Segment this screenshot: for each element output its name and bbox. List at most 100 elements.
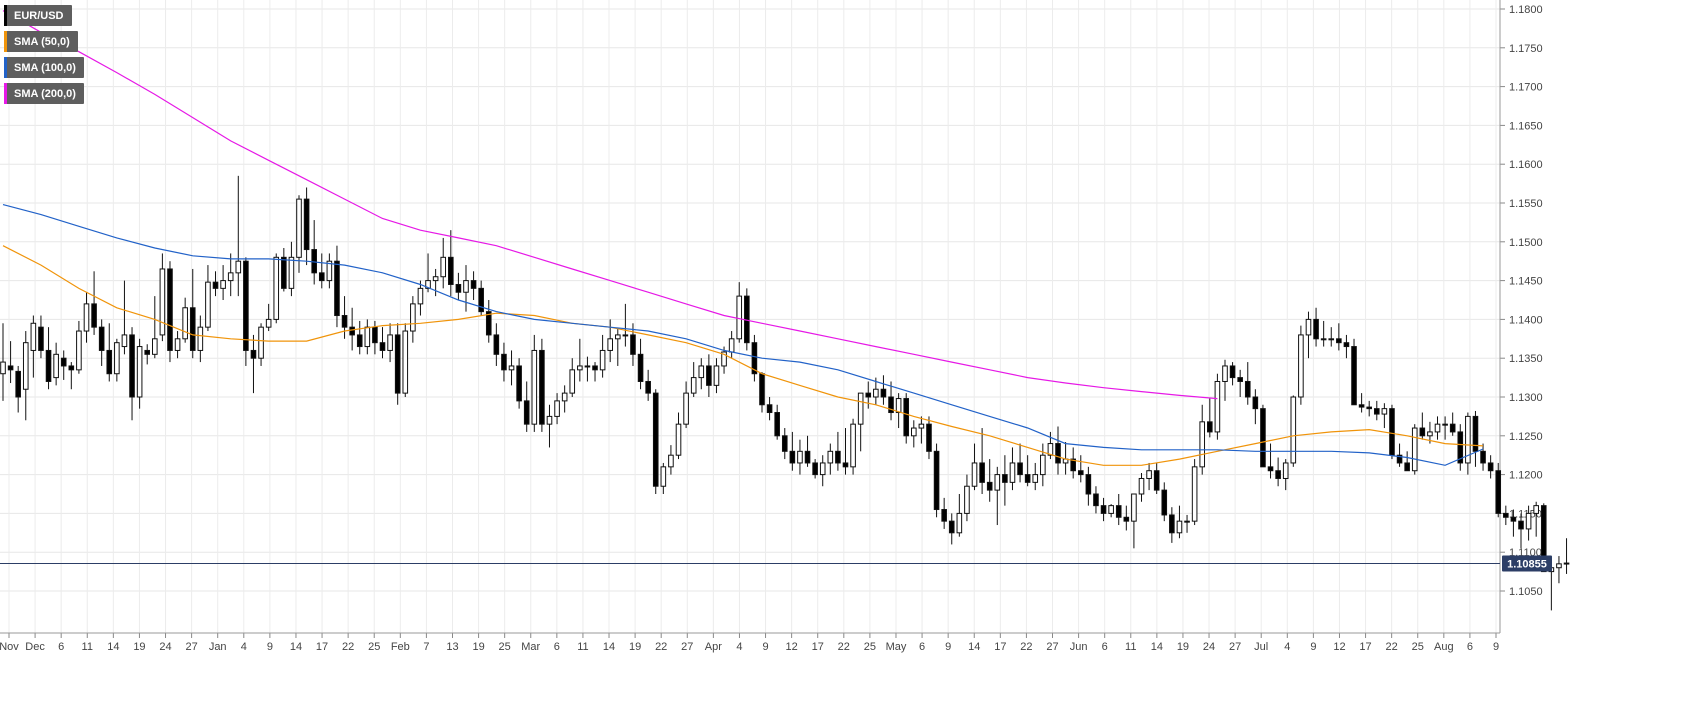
x-tick-label: Apr <box>705 641 722 653</box>
candle-body <box>1123 516 1130 522</box>
candle-body <box>258 326 264 359</box>
candle-body <box>189 307 196 351</box>
candle-body <box>1525 512 1532 530</box>
legend-item-sma-200[interactable]: SMA (200,0) <box>4 83 84 104</box>
candle-body <box>1366 406 1373 410</box>
candle-body <box>607 338 614 351</box>
axes: 1.10501.11001.11501.12001.12501.13001.13… <box>0 0 1543 653</box>
x-tick-label: Jun <box>1070 641 1088 653</box>
candle-body <box>1434 423 1441 433</box>
candle-body <box>1176 520 1183 534</box>
candle-body <box>432 276 439 282</box>
candle-body <box>1503 512 1509 518</box>
x-tick-label: 12 <box>786 641 798 653</box>
candle-body <box>1199 421 1206 468</box>
candle-body <box>652 392 659 487</box>
x-tick-label: Aug <box>1434 641 1454 653</box>
current-price-label: 1.10855 <box>1507 558 1547 570</box>
candle-body <box>379 342 386 351</box>
candle-body <box>1533 505 1539 514</box>
candle-body <box>144 349 151 355</box>
x-tick-label: 6 <box>1467 641 1473 653</box>
candle-body <box>227 272 234 282</box>
candle-body <box>523 400 530 425</box>
candle-body <box>1252 396 1259 410</box>
candle-body <box>926 423 932 452</box>
x-tick-label: 25 <box>368 641 380 653</box>
candle-body <box>614 334 621 340</box>
sma-line-sma-100-0 <box>2 204 1484 466</box>
candle-body <box>425 280 431 289</box>
legend-label: SMA (100,0) <box>14 61 76 74</box>
candle-body <box>713 365 720 386</box>
y-tick-label: 1.1800 <box>1509 4 1543 16</box>
x-tick-label: 27 <box>1046 641 1058 653</box>
x-tick-label: 25 <box>1412 641 1424 653</box>
candle-body <box>698 365 705 379</box>
x-tick-label: 25 <box>499 641 511 653</box>
candle-body <box>728 338 735 353</box>
x-tick-label: 19 <box>629 641 641 653</box>
candle-body <box>220 280 226 289</box>
x-tick-label: 6 <box>919 641 925 653</box>
candle-body <box>690 377 697 394</box>
candle-body <box>865 392 872 398</box>
candle-body <box>1002 474 1008 483</box>
x-tick-label: 27 <box>1229 641 1241 653</box>
candle-body <box>356 334 363 348</box>
candle-body <box>121 334 128 348</box>
candle-body <box>1343 342 1350 348</box>
sma-line-sma-200-0 <box>2 10 1218 400</box>
candle-body <box>485 311 492 336</box>
x-tick-label: 17 <box>994 641 1006 653</box>
candle-body <box>857 392 864 425</box>
candle-body <box>1244 380 1251 398</box>
candle-body <box>933 450 940 511</box>
x-tick-label: 27 <box>681 641 693 653</box>
candle-body <box>1146 470 1152 479</box>
x-tick-label: Nov <box>0 641 19 653</box>
candle-body <box>197 326 204 351</box>
candle-body <box>364 326 371 348</box>
candle-body <box>577 365 583 371</box>
candle-body <box>1411 427 1418 472</box>
candle-body <box>129 334 135 398</box>
legend-item-sma-50[interactable]: SMA (50,0) <box>4 31 78 52</box>
candle-body <box>956 512 963 534</box>
candle-body <box>1305 318 1312 336</box>
candle-body <box>1055 443 1061 464</box>
candle-body <box>318 272 325 282</box>
legend-item-eurusd[interactable]: EUR/USD <box>4 5 72 26</box>
candle-body <box>273 256 280 320</box>
legend-item-sma-100[interactable]: SMA (100,0) <box>4 57 84 78</box>
x-tick-label: 24 <box>1203 641 1215 653</box>
x-tick-label: 11 <box>1125 641 1136 653</box>
candle-body <box>1077 470 1084 476</box>
candle-body <box>76 330 82 371</box>
candle-body <box>569 369 576 394</box>
x-tick-label: 25 <box>864 641 876 653</box>
candle-body <box>918 423 925 429</box>
candle-body <box>45 349 52 382</box>
x-tick-label: 11 <box>82 641 93 653</box>
candle-body <box>1320 338 1327 341</box>
candle-body <box>60 357 67 367</box>
candle-body <box>1556 563 1562 569</box>
candle-body <box>1260 408 1266 468</box>
x-tick-label: Feb <box>391 641 410 653</box>
candle-body <box>1328 338 1335 341</box>
x-tick-label: 17 <box>812 641 824 653</box>
x-tick-label: 24 <box>159 641 171 653</box>
candle-body <box>873 388 879 398</box>
candle-body <box>789 450 796 464</box>
candle-body <box>1351 346 1357 406</box>
x-tick-label: 19 <box>133 641 145 653</box>
sma-lines <box>2 10 1484 466</box>
y-tick-label: 1.1300 <box>1509 392 1543 404</box>
x-tick-label: 22 <box>655 641 667 653</box>
candle-body <box>1419 427 1426 437</box>
candle-body <box>599 349 606 371</box>
candle-body <box>1009 462 1016 483</box>
